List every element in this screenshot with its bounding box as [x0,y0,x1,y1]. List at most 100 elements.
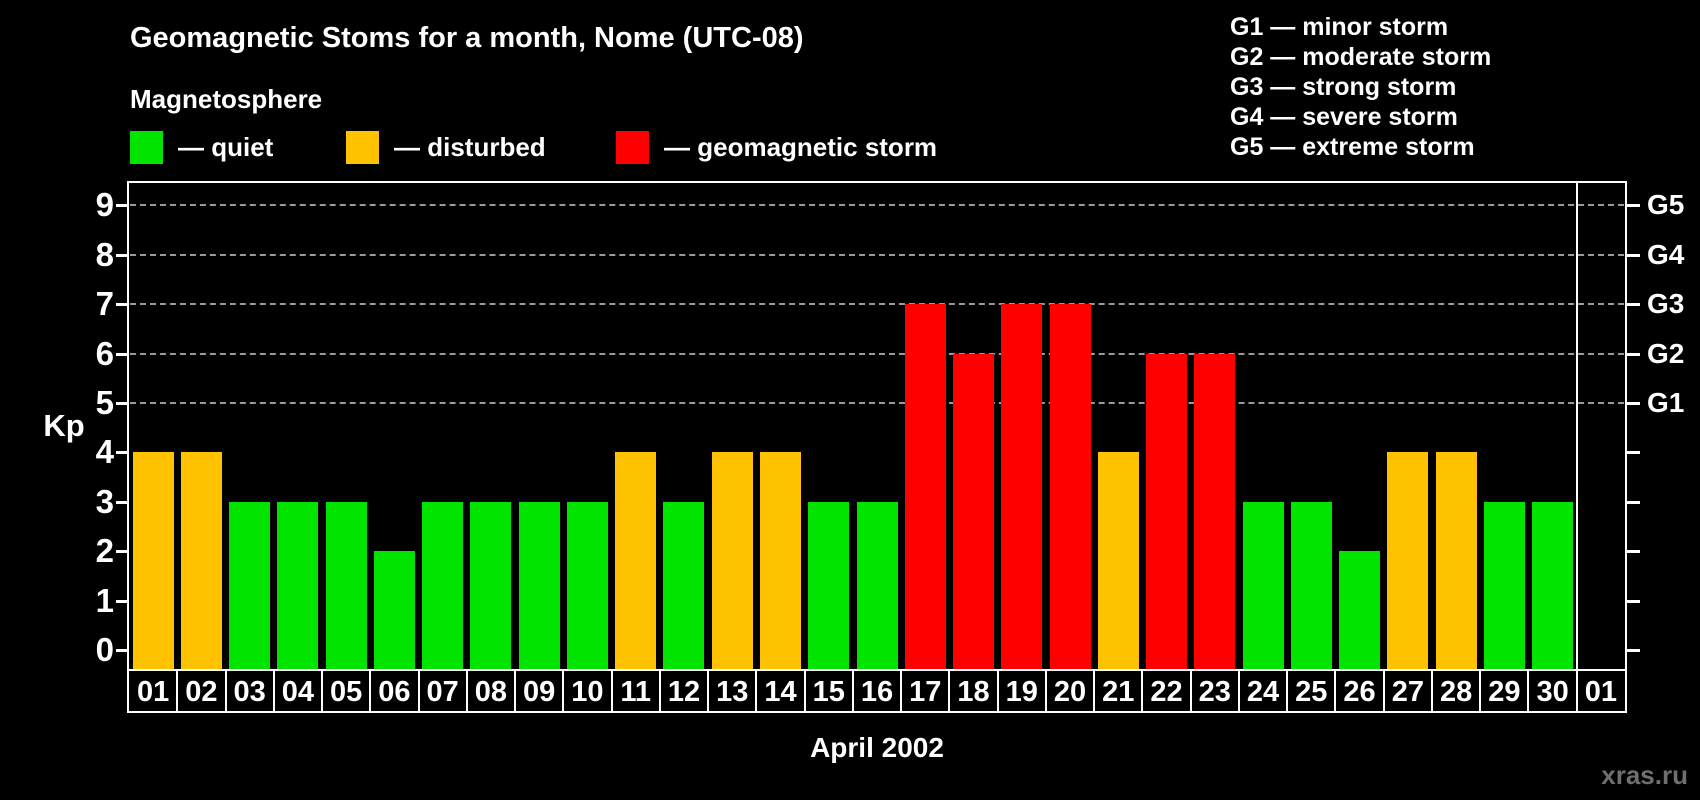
y-tick-right-8 [1625,253,1640,257]
y-tick-left-5 [116,402,129,405]
day-cell-label: 27 [1391,676,1424,708]
bar-day-17 [904,304,946,669]
day-separator [369,671,372,711]
day-separator [1527,671,1530,711]
storm-swatch-icon [616,131,649,164]
legend-item-quiet: — quiet [130,131,273,164]
bar-day-07 [422,501,464,669]
g-axis-label-g1: G1 [1647,387,1685,418]
g-axis-label-g5: G5 [1647,189,1685,221]
day-separator [851,671,854,711]
g-axis-label-g2: G2 [1647,337,1685,369]
day-separator [900,671,903,711]
day-separator [1382,671,1385,711]
day-separator [1044,671,1047,711]
bar-day-15 [808,501,850,669]
y-tick-left-4 [116,451,129,455]
day-cell-label: 08 [474,676,508,708]
day-separator [610,671,613,711]
day-separator [562,671,565,711]
y-tick-left-2 [116,550,129,554]
day-cell-label: 13 [716,676,749,708]
grid-line-kp9 [130,204,1624,207]
day-separator [755,671,758,711]
day-separator [707,671,710,711]
day-cell-label: 11 [620,676,652,708]
g-scale-line-g2: G2 — moderate storm [1230,43,1492,71]
day-separator [996,671,999,711]
day-separator [321,671,324,711]
day-cell-label: 05 [330,676,363,708]
bar-day-27 [1387,452,1429,669]
day-cell-label: 19 [1005,676,1038,708]
y-tick-left-0 [116,649,129,652]
y-tick-label-1: 1 [95,581,114,619]
day-cell-label: 01 [1584,676,1617,708]
day-cell-label: 25 [1295,676,1328,708]
day-cell-label: 23 [1198,676,1231,708]
bar-day-03 [229,501,271,669]
day-separator [272,671,275,711]
g-scale-line-g5: G5 — extreme storm [1230,133,1475,161]
y-tick-left-7 [116,303,129,307]
g-axis-label-g3: G3 [1647,288,1685,320]
y-tick-left-3 [116,500,129,504]
day-separator [465,671,468,711]
day-cell-label: 02 [185,676,218,708]
legend-label-disturbed: — disturbed [394,132,546,162]
day-separator [1334,671,1337,711]
y-tick-right-1 [1625,599,1640,603]
y-tick-label-6: 6 [95,334,114,372]
disturbed-swatch-icon [346,131,379,164]
plot-border [127,181,1627,671]
y-tick-right-2 [1625,550,1640,554]
day-cell-label: 15 [812,676,845,708]
bar-day-23 [1194,353,1236,669]
chart-subtitle: Magnetosphere [130,84,323,114]
legend-label-storm: — geomagnetic storm [664,132,938,162]
y-tick-label-7: 7 [95,285,114,323]
day-separator [1093,671,1096,711]
day-separator [176,671,179,711]
bar-day-28 [1435,452,1477,669]
grid-line-kp7 [130,303,1624,306]
day-cell-label: 22 [1150,676,1183,708]
bar-day-12 [663,501,705,669]
y-tick-label-2: 2 [95,532,114,570]
day-separator [514,671,517,711]
x-axis-title: April 2002 [810,732,944,763]
day-separator [1479,671,1482,711]
bar-day-05 [325,501,367,669]
day-cell-label: 07 [426,676,459,708]
bar-day-24 [1242,501,1284,669]
day-cell-label: 16 [860,676,894,708]
y-tick-right-4 [1625,451,1640,455]
month-separator [1575,183,1578,669]
day-separator [948,671,951,711]
watermark: xras.ru [1601,760,1688,790]
bar-day-08 [470,501,512,669]
day-cell-label: 06 [378,676,411,708]
legend-label-quiet: — quiet [178,132,274,162]
bar-day-04 [277,501,319,669]
bar-day-18 [953,353,995,669]
day-separator [417,671,420,711]
bar-day-02 [180,452,222,669]
bar-day-30 [1532,501,1574,669]
bar-day-25 [1290,501,1332,669]
y-tick-label-4: 4 [95,433,114,471]
y-tick-label-0: 0 [95,631,114,668]
legend-item-storm: — geomagnetic storm [616,131,937,164]
day-cell-label: 20 [1053,676,1087,708]
y-tick-left-1 [116,599,129,603]
day-cell-label: 10 [571,676,604,708]
bar-day-19 [1001,304,1043,669]
day-cell-label: 03 [233,676,266,708]
day-cell-label: 30 [1536,676,1569,708]
day-separator [1141,671,1144,711]
day-cell-label: 14 [764,676,797,708]
day-cell-label: 28 [1439,676,1473,708]
day-cell-label: 29 [1488,676,1521,708]
day-separator [224,671,227,711]
